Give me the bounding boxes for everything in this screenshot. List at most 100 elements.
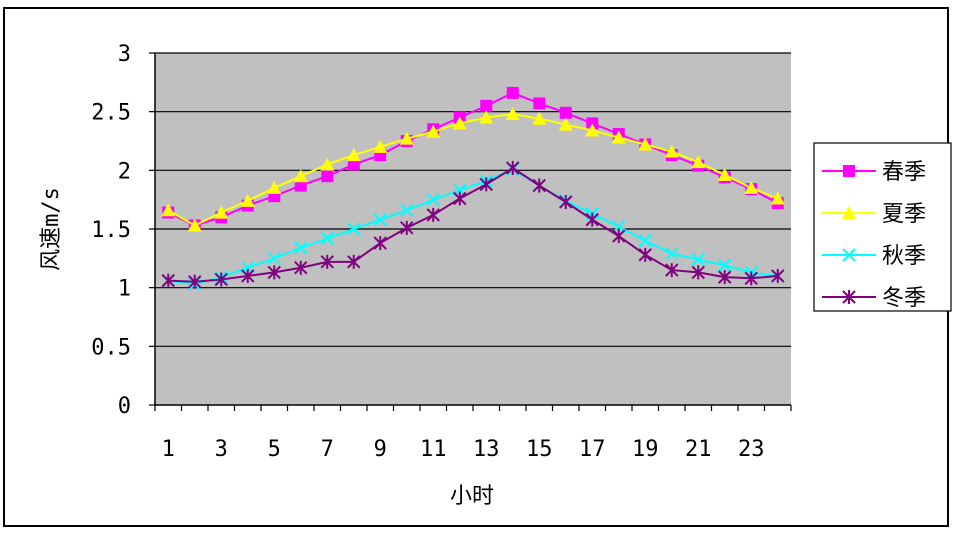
data-point [373,139,388,153]
data-point [241,268,255,283]
data-point [665,263,679,278]
legend-entry: 春季 [822,160,926,185]
data-point [771,268,785,283]
data-point [347,222,361,236]
x-tick-label: 9 [374,437,387,462]
data-point [665,246,679,261]
series-layer [161,86,785,291]
y-axis-title: 风速m/s [39,187,64,271]
data-point [373,236,387,251]
data-point [426,207,440,222]
data-point [533,97,546,110]
data-point [321,170,334,183]
data-point [188,274,202,289]
data-point [453,191,467,206]
data-point [426,124,441,138]
data-point [161,203,176,217]
data-point [638,234,652,248]
data-point [240,193,255,207]
y-tick-label: 3 [118,42,131,67]
legend-marker [842,206,856,219]
data-point [214,205,229,219]
data-point [559,195,573,210]
y-tick-label: 1.5 [91,218,131,243]
data-point [320,157,335,171]
data-point [187,218,202,232]
data-point [744,271,758,286]
data-point [691,252,705,267]
data-point [400,203,414,217]
legend-entry: 秋季 [822,244,926,269]
data-point [293,169,308,183]
data-point [480,99,493,112]
y-tick-label: 1 [118,277,131,302]
data-point [267,265,281,280]
data-point [612,229,626,244]
data-point [347,158,360,171]
legend-label: 秋季 [882,244,926,269]
data-point [638,137,653,151]
data-point [214,272,228,287]
data-point [267,251,281,266]
x-axis-title: 小时 [450,484,494,509]
data-point [479,177,493,192]
x-tick-label: 13 [473,437,500,462]
x-tick-label: 5 [268,437,281,462]
data-point [320,254,334,269]
series-4 [161,160,785,289]
data-point [294,241,308,255]
x-axis-ticks: 1 3 5 7 9 11 13 15 17 19 21 23 [154,405,792,462]
data-point [585,123,600,137]
data-point [611,130,626,144]
data-point [400,220,414,235]
data-point [452,116,467,130]
data-point [532,111,547,125]
data-point [718,258,732,273]
data-point [559,106,572,119]
y-tick-label: 0 [118,394,131,419]
x-tick-label: 19 [632,437,659,462]
legend-label: 春季 [882,160,926,185]
legend-entry: 夏季 [822,202,926,227]
x-tick-label: 11 [420,437,447,462]
data-point [691,265,705,280]
data-point [267,180,282,194]
x-tick-label: 15 [526,437,553,462]
data-point [717,168,732,182]
x-tick-label: 7 [321,437,334,462]
data-point [505,107,520,121]
series-3 [161,162,785,291]
legend-marker [842,248,856,262]
data-point [347,254,361,269]
data-point [585,212,599,227]
data-point [506,160,520,175]
data-point [346,148,361,162]
legend-label: 夏季 [882,202,926,227]
series-line [168,166,778,283]
data-point [294,260,308,275]
data-point [586,117,599,130]
y-tick-label: 2 [118,159,131,184]
data-point [664,144,679,158]
data-point [161,273,175,288]
data-point [294,179,307,192]
data-point [691,155,706,169]
data-point [506,86,519,99]
legend-marker [842,290,856,304]
data-point [558,117,573,131]
data-point [426,192,440,207]
data-point [744,180,759,194]
legend-marker [843,165,855,177]
x-tick-label: 17 [579,437,606,462]
y-tick-label: 2.5 [91,101,131,126]
y-tick-label: 0.5 [91,335,131,360]
data-point [532,178,546,193]
legend-entry: 冬季 [822,286,926,311]
data-point [320,231,334,246]
data-point [399,131,414,145]
x-tick-label: 3 [215,437,228,462]
data-point [770,191,785,205]
legend-label: 冬季 [882,286,926,311]
